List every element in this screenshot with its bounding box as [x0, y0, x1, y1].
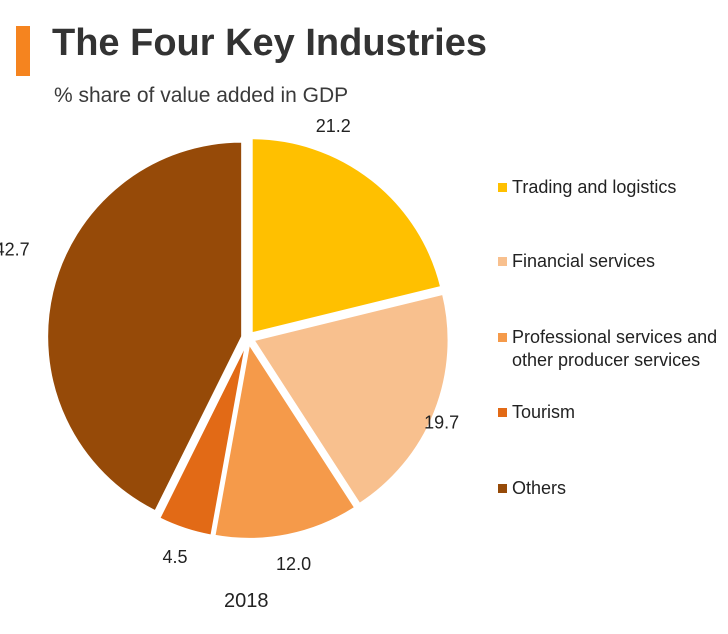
legend-item-financial: Financial services — [498, 250, 726, 273]
chart-title: The Four Key Industries — [52, 22, 487, 64]
legend-item-others: Others — [498, 477, 726, 500]
data-label-professional: 12.0 — [276, 554, 311, 574]
chart-subtitle: % share of value added in GDP — [54, 84, 349, 107]
pie-slice-tourism — [157, 343, 248, 537]
pie-slice-others — [46, 140, 244, 513]
legend-label-financial: Financial services — [512, 251, 656, 271]
year-label: 2018 — [224, 590, 269, 612]
legend-swatch-others — [498, 484, 507, 493]
legend-label-trading: Trading and logistics — [512, 177, 677, 197]
legend-swatch-financial — [498, 257, 507, 266]
legend-swatch-trading — [498, 183, 507, 192]
legend-label-tourism: Tourism — [512, 402, 576, 422]
data-label-others: 42.7 — [0, 240, 30, 260]
legend-swatch-professional — [498, 333, 507, 342]
pie-slice-professional — [213, 341, 357, 540]
legend-item-trading: Trading and logistics — [498, 176, 726, 199]
legend-label-professional: Professional services and other producer… — [512, 327, 718, 370]
pie-slice-trading — [250, 137, 443, 335]
data-label-financial: 19.7 — [424, 412, 459, 432]
data-label-tourism: 4.5 — [162, 547, 187, 567]
legend-item-tourism: Tourism — [498, 401, 726, 424]
legend-label-others: Others — [512, 478, 567, 498]
legend-swatch-tourism — [498, 408, 507, 417]
pie-slice-financial — [251, 292, 450, 506]
data-label-trading: 21.2 — [316, 116, 351, 136]
title-accent-bar — [16, 26, 30, 76]
legend-item-professional: Professional services and other producer… — [498, 326, 726, 372]
